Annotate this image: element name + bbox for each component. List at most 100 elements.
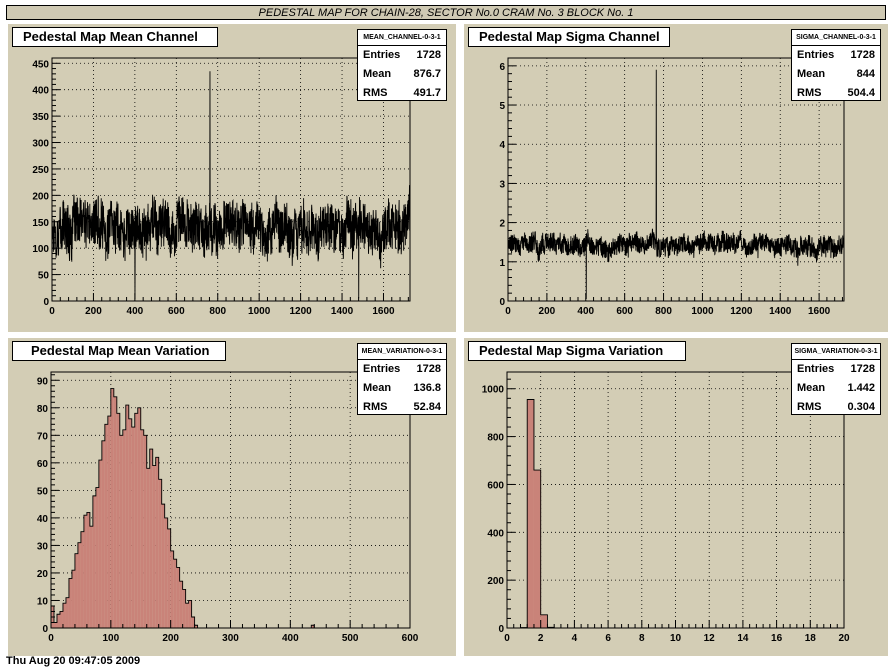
stats-row-mean: Mean 136.8	[363, 382, 441, 394]
histogram-bar	[155, 457, 159, 628]
histogram-bar	[540, 614, 548, 628]
y-tick-label: 350	[32, 112, 49, 123]
y-tick-label: 1000	[482, 385, 505, 396]
y-tick-label: 250	[32, 165, 49, 176]
x-tick-label: 500	[342, 633, 359, 644]
x-tick-label: 12	[704, 633, 716, 644]
y-tick-label: 0	[498, 624, 504, 635]
histogram-bar	[125, 405, 129, 628]
x-tick-label: 200	[162, 633, 179, 644]
stats-row-rms: RMS 0.304	[797, 401, 875, 413]
y-tick-label: 6	[499, 62, 505, 73]
stats-row-mean: Mean 1.442	[797, 382, 875, 394]
histogram-bar	[107, 416, 111, 628]
histogram-bar	[137, 407, 141, 628]
x-tick-label: 300	[222, 633, 239, 644]
x-tick-label: 1000	[248, 306, 271, 317]
stats-name: MEAN_VARIATION-0-3-1	[358, 344, 446, 360]
y-tick-label: 400	[487, 528, 504, 539]
x-tick-label: 800	[209, 306, 226, 317]
y-tick-label: 200	[32, 191, 49, 202]
histogram-bar	[176, 567, 180, 628]
x-tick-label: 600	[616, 306, 633, 317]
mean-channel-chart: 0 200 400 600 800 1000 1200 1400 1600 0 50 100 150 20…	[32, 57, 411, 317]
histogram-bar	[311, 625, 315, 628]
y-tick-label: 0	[43, 297, 49, 308]
stats-box: MEAN_CHANNEL-0-3-1 Entries 1728 Mean 876.7…	[357, 29, 447, 101]
y-tick-label: 400	[32, 86, 49, 97]
y-tick-label: 3	[499, 179, 505, 190]
histogram-bar	[194, 625, 198, 628]
histogram-bar	[80, 531, 84, 628]
histogram-bar	[179, 581, 183, 628]
histogram-bar	[182, 589, 186, 628]
y-tick-label: 4	[499, 140, 505, 151]
histogram-bar	[74, 553, 78, 628]
x-tick-label: 200	[85, 306, 102, 317]
stats-box: SIGMA_CHANNEL-0-3-1 Entries 1728 Mean 844 …	[791, 29, 881, 101]
histogram-bar	[101, 440, 105, 628]
y-tick-label: 600	[487, 480, 504, 491]
histogram-bar	[53, 622, 57, 628]
x-tick-label: 1600	[808, 306, 831, 317]
y-tick-label: 200	[487, 576, 504, 587]
histogram-bar	[68, 578, 72, 628]
stats-box: SIGMA_VARIATION-0-3-1 Entries 1728 Mean 1.…	[791, 343, 881, 415]
histogram-bar	[104, 424, 108, 628]
x-tick-label: 800	[655, 306, 672, 317]
stats-row-entries: Entries 1728	[797, 363, 875, 375]
x-tick-label: 4	[572, 633, 578, 644]
sigma-channel-chart: 0 200 400 600 800 1000 1200 1400 1600 0 1 2 3 4 5 6	[499, 57, 845, 317]
y-tick-label: 50	[37, 486, 49, 497]
histogram-bar	[140, 429, 144, 628]
stats-row-mean: Mean 844	[797, 68, 875, 80]
y-tick-label: 70	[37, 431, 49, 442]
histogram-bar	[149, 449, 153, 628]
x-tick-label: 1400	[331, 306, 354, 317]
page-title: PEDESTAL MAP FOR CHAIN-28, SECTOR No.0 C…	[6, 5, 886, 20]
histogram-bar	[152, 465, 156, 628]
y-tick-label: 60	[37, 459, 49, 470]
x-tick-label: 1200	[289, 306, 312, 317]
histogram-bar	[83, 515, 87, 628]
histogram-bar	[122, 429, 126, 628]
stats-row-entries: Entries 1728	[797, 49, 875, 61]
y-tick-label: 10	[37, 596, 49, 607]
x-tick-label: 14	[737, 633, 749, 644]
histogram-bar	[110, 388, 114, 628]
histogram-bar	[113, 396, 117, 628]
x-tick-label: 0	[504, 633, 510, 644]
y-tick-label: 800	[487, 433, 504, 444]
stats-row-rms: RMS 52.84	[363, 401, 441, 413]
footer-timestamp: Thu Aug 20 09:47:05 2009	[6, 655, 141, 667]
x-tick-label: 20	[838, 633, 850, 644]
pad-title: Pedestal Map Mean Variation	[12, 341, 226, 361]
histogram-bar	[158, 479, 162, 628]
x-tick-label: 400	[127, 306, 144, 317]
x-tick-label: 6	[605, 633, 611, 644]
y-tick-label: 2	[499, 219, 505, 230]
y-tick-label: 150	[32, 218, 49, 229]
x-tick-label: 0	[48, 633, 54, 644]
histogram-bar	[170, 550, 174, 628]
histogram-bar	[56, 614, 60, 628]
y-tick-label: 1	[499, 258, 505, 269]
x-tick-label: 400	[577, 306, 594, 317]
x-tick-label: 1000	[691, 306, 714, 317]
y-tick-label: 80	[37, 404, 49, 415]
pad-mean-channel: 0 200 400 600 800 1000 1200 1400 1600 0 50 100 150 20…	[8, 24, 456, 332]
x-tick-label: 16	[771, 633, 783, 644]
x-tick-label: 1400	[769, 306, 792, 317]
histogram-bar	[533, 470, 541, 628]
histogram-bar	[77, 542, 81, 628]
mean-variation-chart: 0 100 200 300 400 500 600 0 10 20 30 40 50 60 70 80 90	[37, 371, 419, 644]
stats-name: MEAN_CHANNEL-0-3-1	[358, 30, 446, 46]
pad-sigma-variation: 0 2 4 6 8 10 12 14 16 18 20 0 200 400 600 800 1000 Pedes…	[464, 338, 888, 656]
histogram-bar	[191, 616, 195, 628]
y-tick-label: 100	[32, 244, 49, 255]
x-tick-label: 600	[168, 306, 185, 317]
histogram-bar	[134, 413, 138, 628]
histogram-bar	[71, 570, 75, 628]
x-tick-label: 100	[102, 633, 119, 644]
